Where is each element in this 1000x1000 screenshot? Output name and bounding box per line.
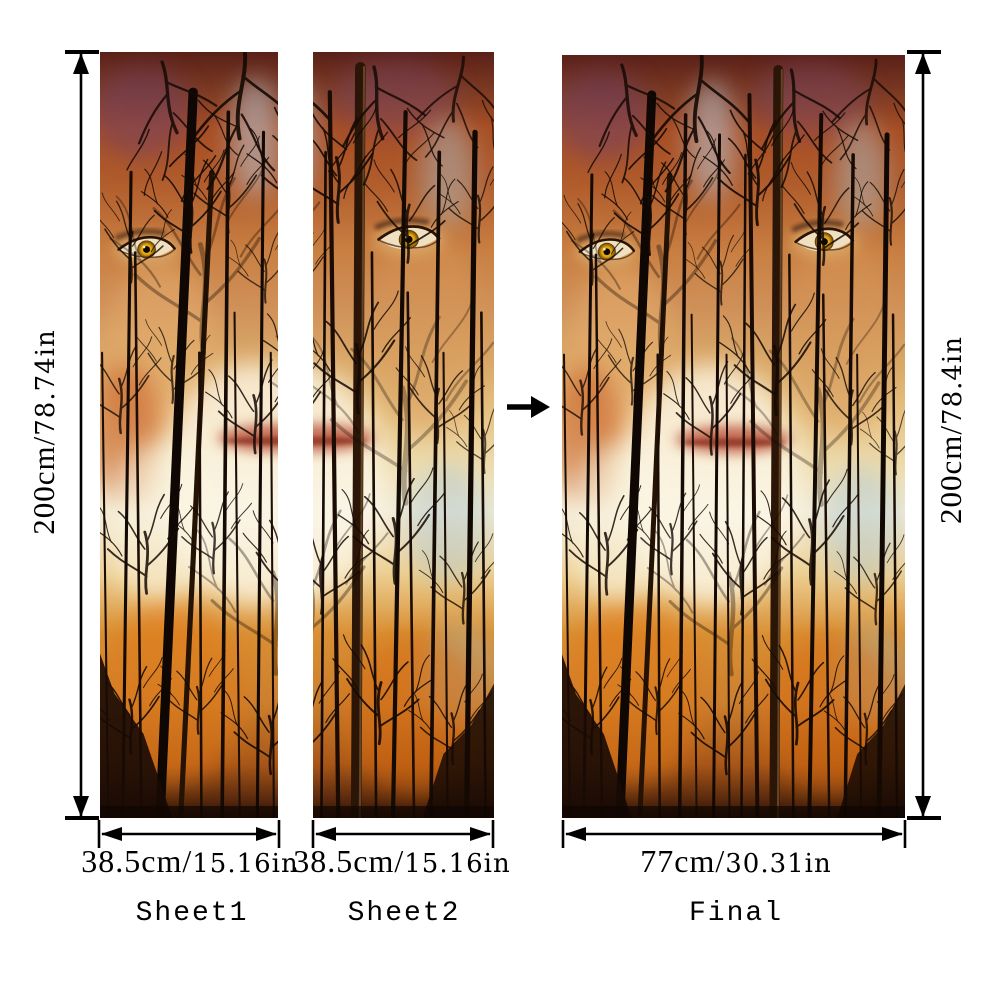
height-label-right-in: 78.4in — [938, 336, 968, 425]
final-width-label: 77cm/30.31in — [640, 843, 831, 880]
final-width-label-cm: 77cm/ — [640, 843, 726, 879]
sheet1-width-dimension — [96, 820, 282, 855]
height-label-left: 200cm/78.74in — [26, 329, 62, 535]
height-dimension-right — [904, 48, 944, 828]
final-name-label: Final — [688, 898, 784, 929]
sheet2-width-dimension — [310, 820, 496, 855]
sheet1-artwork-image — [100, 52, 278, 818]
height-dimension-right-arrow — [907, 50, 941, 820]
sheet2-width-label-cm: 38.5cm/ — [293, 843, 405, 879]
sheet2-width-label: 38.5cm/15.16in — [293, 843, 510, 880]
height-dimension-left — [62, 48, 102, 828]
merge-arrow-icon — [505, 392, 551, 427]
final-width-dimension — [560, 820, 908, 855]
sheet2-panel — [313, 52, 494, 818]
final-width-label-in: 30.31in — [725, 849, 832, 879]
final-artwork-image — [562, 55, 905, 818]
sheet2-width-label-in: 15.16in — [404, 849, 511, 879]
sheet1-width-label-cm: 38.5cm/ — [81, 843, 193, 879]
sheet2-artwork-image — [313, 52, 494, 818]
sheet1-width-label: 38.5cm/15.16in — [81, 843, 298, 880]
sheet1-name-label: Sheet1 — [135, 898, 249, 929]
final-panel — [562, 55, 905, 818]
height-dimension-left-arrow — [65, 50, 99, 820]
sheet1-panel — [100, 52, 278, 818]
height-label-left-in: 78.74in — [31, 329, 61, 436]
height-label-right-cm: 200cm/ — [933, 424, 968, 524]
sheet1-width-label-in: 15.16in — [192, 849, 299, 879]
height-label-left-cm: 200cm/ — [26, 435, 61, 535]
sheet2-name-label: Sheet2 — [347, 898, 461, 929]
height-label-right: 200cm/78.4in — [933, 336, 969, 524]
